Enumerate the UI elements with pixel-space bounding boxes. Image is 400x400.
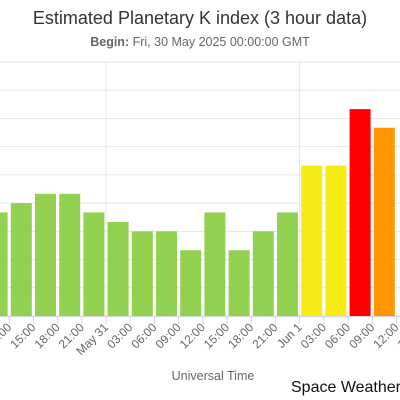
kp-bar[interactable] — [35, 193, 56, 316]
x-tick-label: 09:00 — [346, 320, 377, 351]
kp-bar[interactable] — [131, 231, 153, 316]
x-tick-label: Jun 1 — [274, 320, 305, 351]
kp-bar[interactable] — [204, 212, 226, 316]
x-tick-label: 03:00 — [298, 320, 329, 351]
kp-bar[interactable] — [180, 250, 202, 316]
x-tick-label: 18:00 — [225, 320, 256, 351]
x-tick-label: 12:00 — [370, 320, 400, 351]
subtitle-begin-date: Fri, 30 May 2025 00:00:00 GMT — [132, 35, 310, 49]
kp-bar[interactable] — [277, 212, 298, 316]
kp-bar[interactable] — [228, 250, 250, 316]
kp-bar[interactable] — [83, 212, 105, 316]
kp-bar[interactable] — [107, 222, 129, 316]
x-tick-label: 06:00 — [128, 320, 159, 351]
x-axis-title: Universal Time — [171, 369, 255, 383]
kp-bar[interactable] — [0, 212, 8, 316]
kp-bar[interactable] — [349, 109, 371, 317]
x-tick-label: 15:00 — [201, 320, 232, 351]
kp-bar[interactable] — [325, 165, 347, 316]
x-tick-label: 18:00 — [32, 320, 63, 351]
chart-title: Estimated Planetary K index (3 hour data… — [32, 8, 368, 28]
chart-subtitle: Begin: Fri, 30 May 2025 00:00:00 GMT — [0, 35, 400, 49]
kp-bar[interactable] — [156, 231, 177, 316]
x-tick-label: 15:00 — [7, 320, 38, 351]
x-tick-label: 09:00 — [153, 320, 184, 351]
kp-bar[interactable] — [373, 127, 395, 316]
kp-bar[interactable] — [252, 231, 274, 316]
kp-bar[interactable] — [59, 193, 81, 316]
x-tick-label: 06:00 — [322, 320, 353, 351]
x-tick-label: 21:00 — [249, 320, 280, 351]
kp-bar[interactable] — [301, 165, 323, 316]
credit-text: Space Weather — [291, 379, 400, 396]
x-tick-label: 03:00 — [104, 320, 135, 351]
x-tick-label: 12:00 — [177, 320, 208, 351]
kp-bar[interactable] — [10, 203, 32, 316]
subtitle-begin-label: Begin: — [90, 35, 130, 49]
